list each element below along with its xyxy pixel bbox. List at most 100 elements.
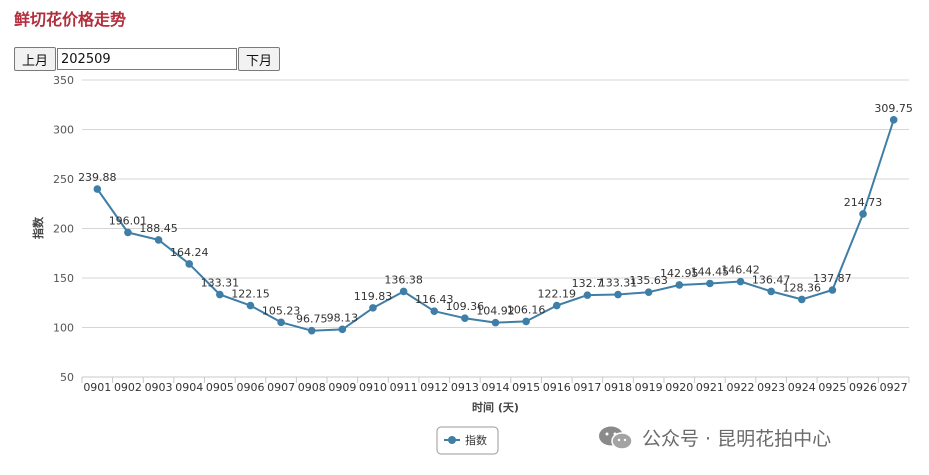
y-tick-label: 150 xyxy=(53,272,74,285)
data-point xyxy=(430,307,439,316)
page-title: 鲜切花价格走势 xyxy=(14,10,127,29)
month-controls: 上月 下月 xyxy=(14,47,281,71)
data-label: 128.36 xyxy=(783,281,822,294)
legend[interactable]: 指数 xyxy=(436,426,499,455)
x-tick-label: 0911 xyxy=(390,381,418,394)
data-label: 133.31 xyxy=(599,277,638,290)
data-label: 164.24 xyxy=(170,246,209,259)
y-axis-ticks: 50 100 150 200 250 300 350 xyxy=(53,74,74,384)
y-tick-label: 350 xyxy=(53,74,74,87)
x-tick-label: 0908 xyxy=(298,381,326,394)
data-point xyxy=(675,281,684,289)
data-point xyxy=(797,295,806,304)
watermark-text: 公众号 · 昆明花拍中心 xyxy=(642,428,832,450)
data-label: 144.45 xyxy=(691,265,730,278)
x-tick-label: 0909 xyxy=(328,381,356,394)
x-tick-label: 0919 xyxy=(635,381,663,394)
data-points xyxy=(93,116,898,335)
data-point xyxy=(124,228,132,237)
x-tick-label: 0914 xyxy=(482,381,510,394)
x-tick-label: 0924 xyxy=(788,381,816,394)
x-tick-label: 0906 xyxy=(236,381,264,394)
data-point xyxy=(522,317,530,326)
data-label: 137.87 xyxy=(813,272,852,285)
watermark: 公众号 · 昆明花拍中心 xyxy=(598,424,831,451)
x-tick-label: 0901 xyxy=(83,381,111,394)
data-label: 136.47 xyxy=(752,273,791,286)
data-label: 109.36 xyxy=(446,300,485,313)
grid-lines xyxy=(82,79,909,328)
data-label: 122.15 xyxy=(231,288,270,301)
data-label: 309.75 xyxy=(874,102,913,115)
x-tick-label: 0905 xyxy=(206,381,234,394)
y-tick-label: 100 xyxy=(53,322,74,335)
data-point xyxy=(644,288,653,297)
legend-label: 指数 xyxy=(465,433,487,447)
x-tick-label: 0925 xyxy=(818,381,846,394)
y-axis-label: 指数 xyxy=(31,216,45,239)
x-tick-label: 0910 xyxy=(359,381,387,394)
x-tick-label: 0927 xyxy=(880,381,908,394)
series-line xyxy=(96,119,895,332)
data-label: 122.19 xyxy=(538,288,577,301)
data-point xyxy=(461,314,469,323)
data-label: 106.16 xyxy=(507,303,546,316)
x-axis-label: 时间 (天) xyxy=(472,400,519,414)
data-label: 132.7 xyxy=(572,277,604,290)
x-tick-label: 0912 xyxy=(420,381,448,394)
data-point xyxy=(216,290,224,299)
data-label: 104.92 xyxy=(476,305,515,318)
data-point xyxy=(859,210,867,218)
x-tick-label: 0918 xyxy=(604,381,632,394)
x-tick-label: 0903 xyxy=(145,381,173,394)
data-point xyxy=(736,277,745,286)
y-tick-label: 200 xyxy=(53,223,74,236)
wechat-icon xyxy=(599,426,633,450)
data-point xyxy=(889,116,898,124)
month-input[interactable] xyxy=(57,48,238,70)
data-point xyxy=(552,301,561,310)
data-point xyxy=(93,185,102,193)
x-tick-label: 0907 xyxy=(267,381,295,394)
data-point xyxy=(614,290,622,299)
x-tick-label: 0922 xyxy=(727,381,755,394)
data-label: 96.75 xyxy=(296,313,328,326)
y-tick-label: 50 xyxy=(60,371,74,384)
y-tick-label: 250 xyxy=(53,173,74,186)
x-tick-label: 0902 xyxy=(114,381,142,394)
data-label: 142.95 xyxy=(660,267,699,280)
data-point xyxy=(154,236,163,244)
data-label: 133.31 xyxy=(201,277,240,290)
data-point xyxy=(338,325,347,334)
data-label: 98.13 xyxy=(327,311,359,324)
data-label: 105.23 xyxy=(262,304,301,317)
data-point xyxy=(277,318,285,327)
data-point xyxy=(491,318,500,327)
x-axis-ticks: 0901 0902 0903 0904 0905 0906 0907 0908 0909 0910… xyxy=(81,377,910,394)
data-point xyxy=(246,301,255,310)
prev-month-button[interactable]: 上月 xyxy=(14,47,57,71)
x-tick-label: 0926 xyxy=(849,381,877,394)
next-month-button[interactable]: 下月 xyxy=(238,47,281,71)
x-tick-label: 0913 xyxy=(451,381,479,394)
data-label: 214.73 xyxy=(844,196,883,209)
legend-marker-icon xyxy=(448,436,456,444)
x-tick-label: 0915 xyxy=(512,381,540,394)
data-label: 136.38 xyxy=(384,273,423,286)
data-point xyxy=(369,304,377,312)
x-tick-label: 0920 xyxy=(665,381,693,394)
x-tick-label: 0916 xyxy=(543,381,571,394)
data-label: 116.43 xyxy=(415,293,454,306)
data-point xyxy=(767,287,775,296)
data-point xyxy=(185,260,194,268)
data-point xyxy=(706,279,714,288)
data-labels: 239.88196.01188.45164.24133.31122.15105.… xyxy=(78,102,913,326)
data-point xyxy=(399,287,408,296)
data-label: 188.45 xyxy=(139,222,178,235)
data-point xyxy=(307,326,316,335)
data-label: 135.63 xyxy=(629,274,668,287)
data-point xyxy=(583,291,592,299)
x-tick-label: 0923 xyxy=(757,381,785,394)
legend-box xyxy=(436,426,499,455)
